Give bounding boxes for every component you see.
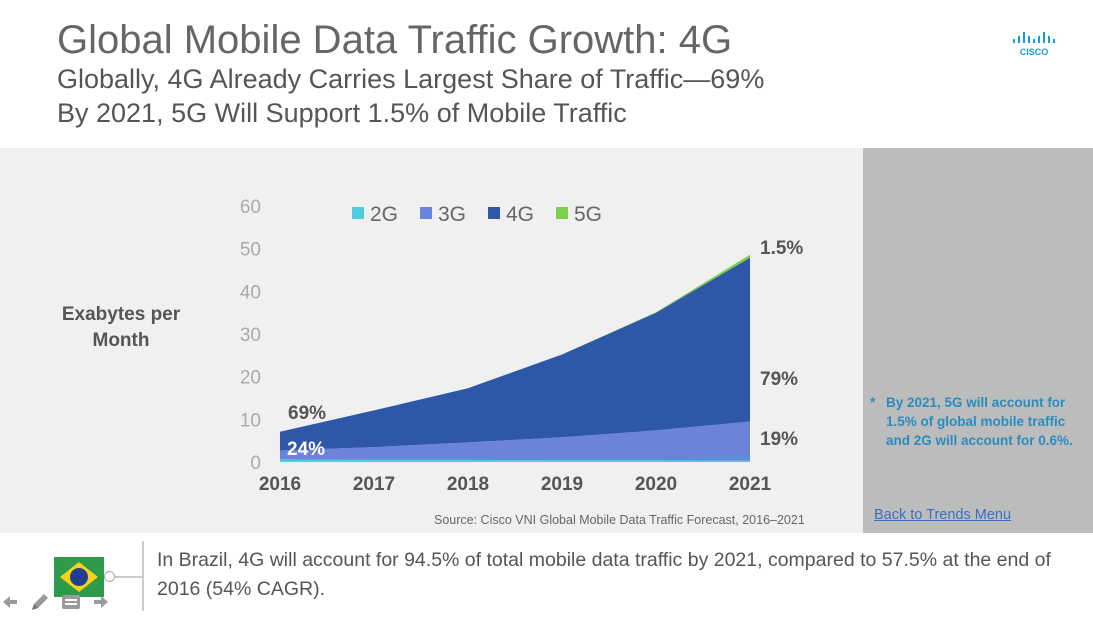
footnote: * By 2021, 5G will account for 1.5% of g…: [870, 393, 1085, 450]
source-note: Source: Cisco VNI Global Mobile Data Tra…: [434, 513, 805, 527]
data-label: 79%: [760, 369, 798, 390]
x-tick-label: 2017: [353, 474, 395, 495]
y-tick-label: 0: [250, 453, 261, 474]
arrow-left-icon[interactable]: [0, 589, 20, 615]
area-2g: [280, 459, 750, 462]
legend-label-4g: 4G: [506, 203, 534, 226]
x-tick-label: 2020: [635, 474, 677, 495]
page-title: Global Mobile Data Traffic Growth: 4G: [57, 18, 733, 62]
side-panel: [863, 148, 1093, 533]
divider: [142, 541, 144, 611]
legend-swatch-2g: [352, 207, 364, 219]
brazil-flag-icon: [54, 557, 104, 597]
footnote-text: By 2021, 5G will account for 1.5% of glo…: [886, 395, 1073, 448]
connector-knob: [104, 571, 115, 582]
arrow-right-icon[interactable]: [90, 589, 112, 615]
area-4g: [280, 257, 750, 451]
cisco-logo: CISCO: [1013, 32, 1055, 57]
x-tick-label: 2016: [259, 474, 301, 495]
subtitle-line-1: Globally, 4G Already Carries Largest Sha…: [57, 64, 765, 94]
footnote-star: *: [870, 395, 876, 410]
data-label: 69%: [288, 403, 326, 424]
x-tick-label: 2018: [447, 474, 489, 495]
subtitle-line-2: By 2021, 5G Will Support 1.5% of Mobile …: [57, 98, 627, 128]
slide-menu-icon[interactable]: [59, 589, 83, 615]
back-to-trends-link[interactable]: Back to Trends Menu: [874, 507, 1012, 523]
legend-swatch-4g: [488, 207, 500, 219]
brazil-note: In Brazil, 4G will account for 94.5% of …: [157, 549, 1051, 600]
legend-label-2g: 2G: [370, 203, 398, 226]
cisco-logo-text: CISCO: [1020, 47, 1049, 57]
bottom-bar: [0, 533, 1093, 617]
data-label: 24%: [287, 439, 325, 460]
y-tick-label: 60: [240, 197, 261, 218]
legend-label-3g: 3G: [438, 203, 466, 226]
y-tick-label: 30: [240, 325, 261, 346]
area-3g: [280, 421, 750, 461]
y-tick-label: 50: [240, 240, 261, 261]
data-label: 19%: [760, 429, 798, 450]
y-tick-label: 20: [240, 368, 261, 389]
pencil-icon[interactable]: [27, 589, 53, 615]
data-label: 1.5%: [760, 238, 803, 259]
y-axis-label: Exabytes per Month: [61, 304, 181, 351]
legend-swatch-3g: [420, 207, 432, 219]
y-tick-label: 10: [240, 410, 261, 431]
connector-line: [104, 576, 142, 578]
legend-label-5g: 5G: [574, 203, 602, 226]
area-chart: 0 10 20 30 40 50 60 2016 2017 2018 2019 2020 2021 2G 3…: [240, 197, 804, 495]
x-tick-label: 2019: [541, 474, 583, 495]
legend-swatch-5g: [556, 207, 568, 219]
x-tick-label: 2021: [729, 474, 772, 495]
y-tick-label: 40: [240, 282, 261, 303]
